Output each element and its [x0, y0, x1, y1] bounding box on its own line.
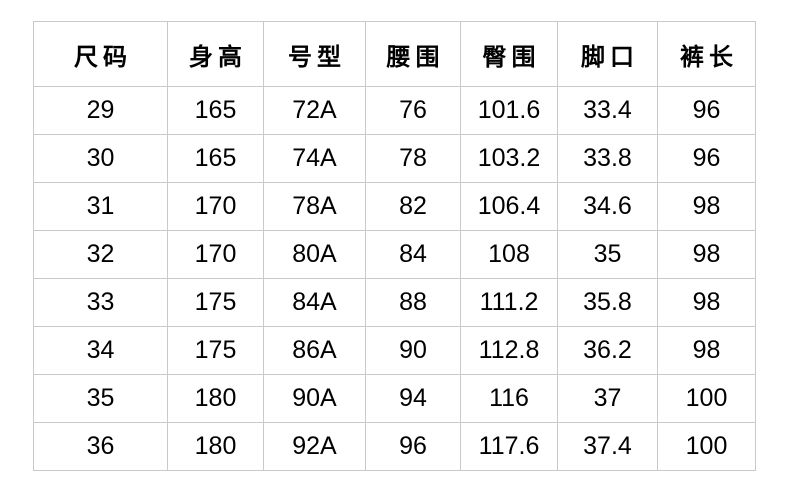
table-cell: 175 [167, 326, 264, 375]
table-cell: 98 [657, 182, 756, 231]
table-cell: 31 [33, 182, 168, 231]
table-cell: 82 [365, 182, 461, 231]
table-cell: 175 [167, 278, 264, 327]
table-cell: 180 [167, 374, 264, 423]
table-body: 29 165 72A 76 101.6 33.4 96 30 165 74A 78 103.2 33.8… [33, 86, 756, 471]
table-cell: 76 [365, 86, 461, 135]
size-chart-table: 尺码 身高 号型 腰围 臀围 脚口 裤长 29 165 72A 76 101.6 33.4 96 30 16… [33, 21, 756, 471]
table-cell: 72A [263, 86, 366, 135]
header-cell: 腰围 [365, 21, 461, 87]
table-cell: 32 [33, 230, 168, 279]
table-cell: 37.4 [557, 422, 658, 471]
table-cell: 80A [263, 230, 366, 279]
table-cell: 84 [365, 230, 461, 279]
table-row: 36 180 92A 96 117.6 37.4 100 [33, 422, 756, 471]
table-row: 32 170 80A 84 108 35 98 [33, 230, 756, 279]
table-cell: 116 [460, 374, 558, 423]
table-cell: 96 [657, 86, 756, 135]
table-cell: 86A [263, 326, 366, 375]
table-cell: 165 [167, 134, 264, 183]
table-cell: 33.4 [557, 86, 658, 135]
header-cell: 脚口 [557, 21, 658, 87]
table-cell: 165 [167, 86, 264, 135]
table-cell: 112.8 [460, 326, 558, 375]
table-cell: 98 [657, 278, 756, 327]
table-cell: 106.4 [460, 182, 558, 231]
table-cell: 117.6 [460, 422, 558, 471]
table-cell: 90 [365, 326, 461, 375]
table-cell: 180 [167, 422, 264, 471]
table-cell: 103.2 [460, 134, 558, 183]
table-cell: 100 [657, 374, 756, 423]
table-cell: 84A [263, 278, 366, 327]
table-row: 30 165 74A 78 103.2 33.8 96 [33, 134, 756, 183]
table-cell: 111.2 [460, 278, 558, 327]
table-cell: 98 [657, 230, 756, 279]
table-cell: 98 [657, 326, 756, 375]
table-header: 尺码 身高 号型 腰围 臀围 脚口 裤长 [33, 21, 756, 87]
table-row: 35 180 90A 94 116 37 100 [33, 374, 756, 423]
header-row: 尺码 身高 号型 腰围 臀围 脚口 裤长 [33, 21, 756, 87]
header-cell: 裤长 [657, 21, 756, 87]
table-cell: 74A [263, 134, 366, 183]
header-cell: 臀围 [460, 21, 558, 87]
table-cell: 96 [657, 134, 756, 183]
header-cell: 身高 [167, 21, 264, 87]
table-cell: 88 [365, 278, 461, 327]
table-cell: 36.2 [557, 326, 658, 375]
table-cell: 78 [365, 134, 461, 183]
table-cell: 100 [657, 422, 756, 471]
header-cell: 尺码 [33, 21, 168, 87]
table-row: 33 175 84A 88 111.2 35.8 98 [33, 278, 756, 327]
table-row: 31 170 78A 82 106.4 34.6 98 [33, 182, 756, 231]
table-cell: 35 [557, 230, 658, 279]
table-cell: 108 [460, 230, 558, 279]
table-cell: 30 [33, 134, 168, 183]
table-cell: 33 [33, 278, 168, 327]
table-row: 29 165 72A 76 101.6 33.4 96 [33, 86, 756, 135]
table-cell: 92A [263, 422, 366, 471]
table-cell: 35 [33, 374, 168, 423]
table-cell: 37 [557, 374, 658, 423]
table-cell: 36 [33, 422, 168, 471]
table-cell: 94 [365, 374, 461, 423]
table-cell: 90A [263, 374, 366, 423]
table-row: 34 175 86A 90 112.8 36.2 98 [33, 326, 756, 375]
table-cell: 29 [33, 86, 168, 135]
table-cell: 170 [167, 182, 264, 231]
table-cell: 33.8 [557, 134, 658, 183]
table-cell: 170 [167, 230, 264, 279]
header-cell: 号型 [263, 21, 366, 87]
table-cell: 96 [365, 422, 461, 471]
table-cell: 34 [33, 326, 168, 375]
table-cell: 35.8 [557, 278, 658, 327]
table-cell: 78A [263, 182, 366, 231]
table-cell: 101.6 [460, 86, 558, 135]
table-cell: 34.6 [557, 182, 658, 231]
